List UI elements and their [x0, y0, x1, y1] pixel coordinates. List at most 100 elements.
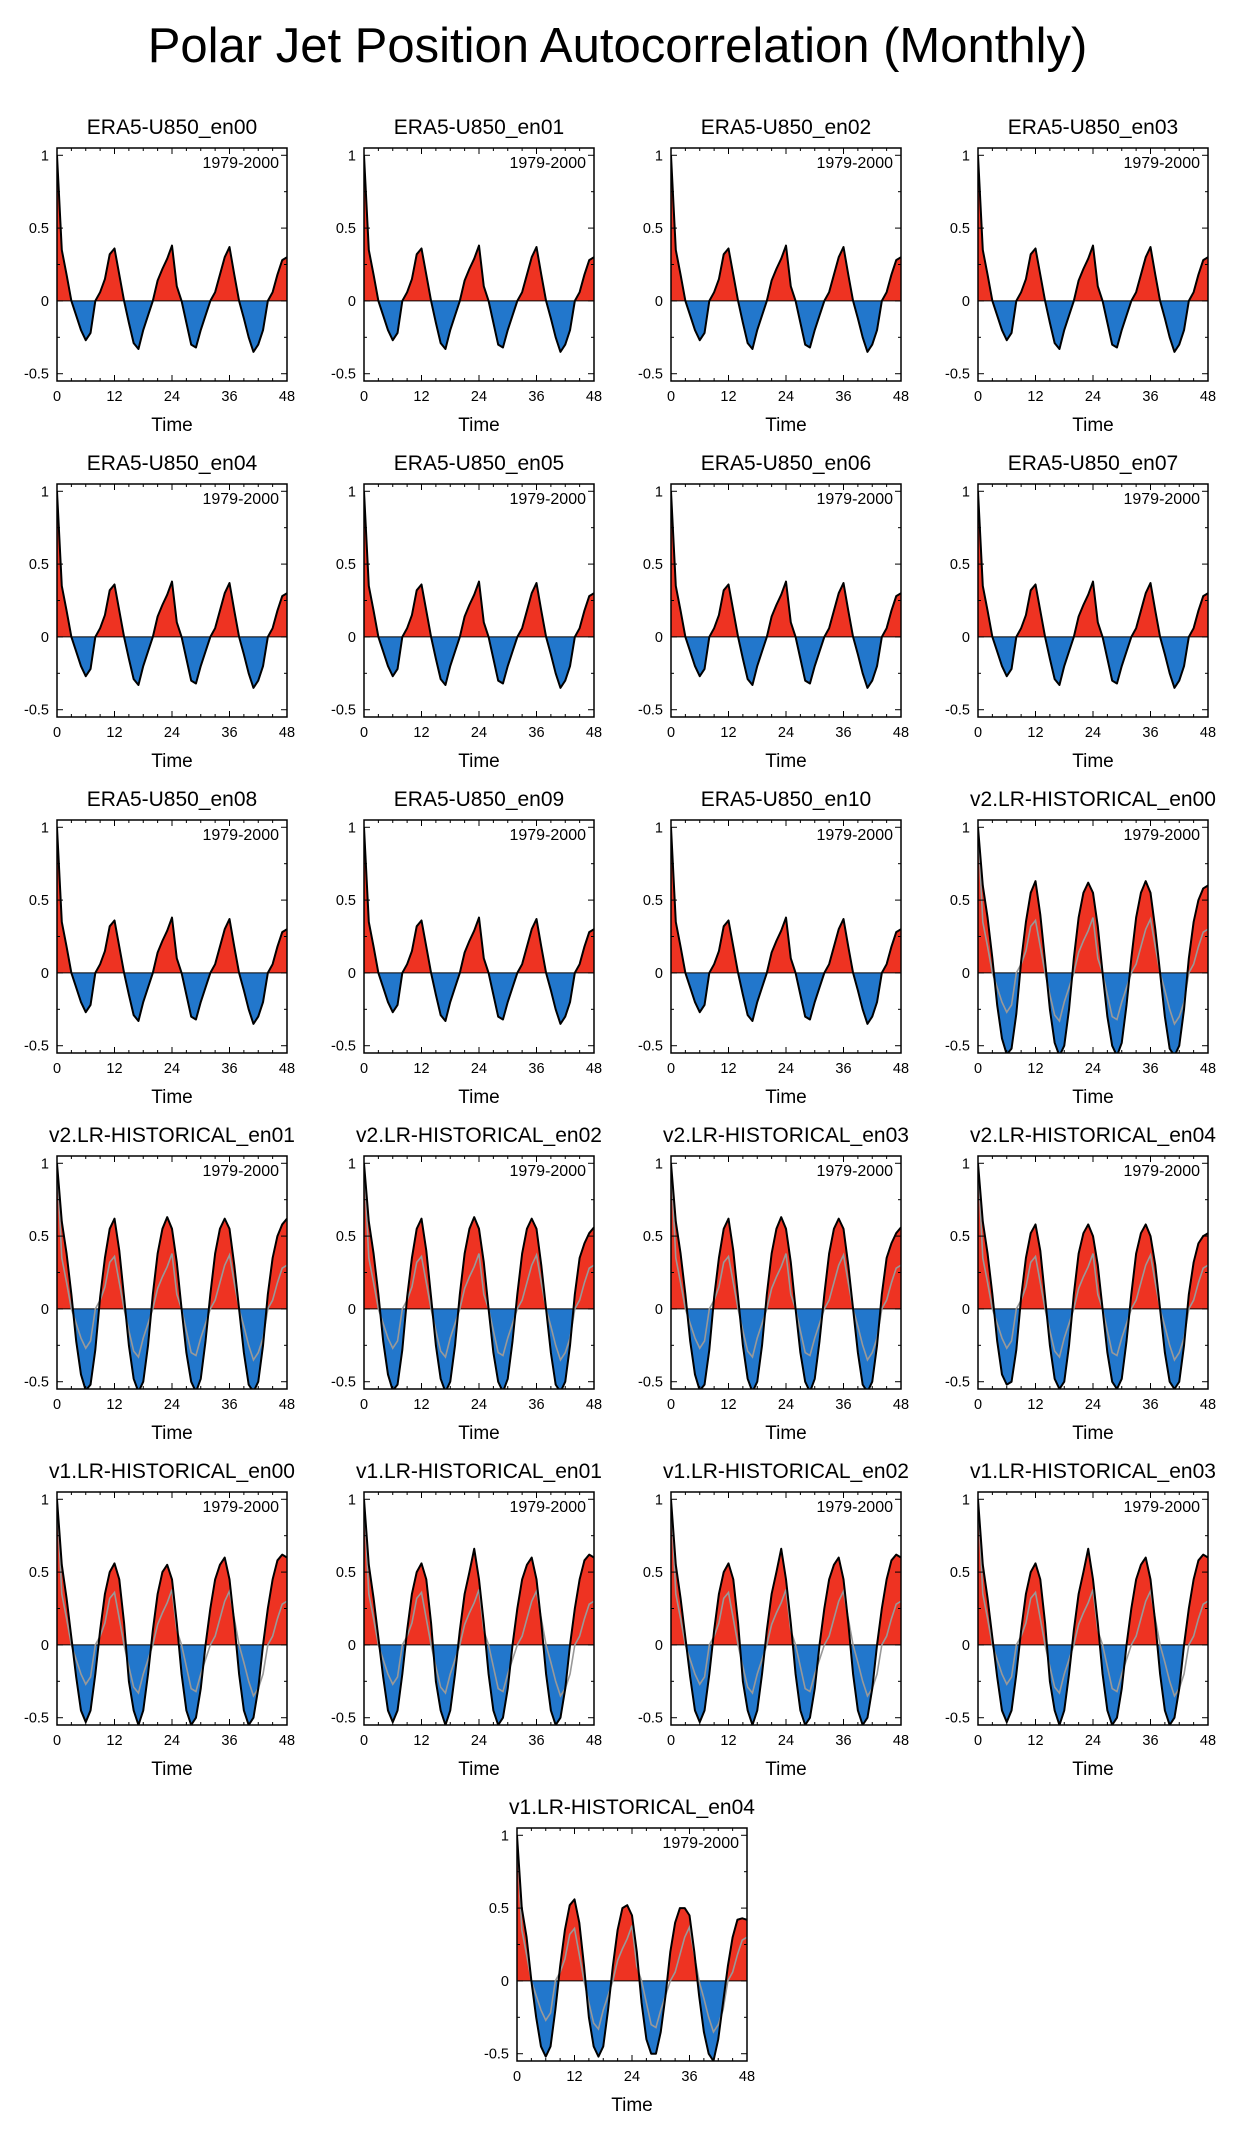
x-tick-label: 24: [778, 1397, 794, 1413]
x-tick-label: 12: [1027, 1061, 1043, 1077]
y-tick-label: 0: [348, 966, 356, 982]
y-tick-label: 0.5: [643, 221, 663, 237]
y-tick-label: 1: [962, 820, 970, 836]
series-line: [57, 1163, 287, 1389]
x-tick-label: 24: [471, 1733, 487, 1749]
positive-fill: [671, 1499, 901, 1645]
panel-title: v2.LR-HISTORICAL_en00: [970, 788, 1216, 811]
series-line: [364, 827, 594, 1025]
reference-line: [57, 1163, 287, 1362]
y-tick-label: 0: [962, 294, 970, 310]
x-tick-label: 48: [279, 1061, 295, 1077]
y-tick-label: -0.5: [945, 1375, 970, 1391]
x-axis-label: Time: [765, 415, 807, 436]
y-tick-label: -0.5: [24, 1711, 49, 1727]
y-tick-label: -0.5: [331, 1039, 356, 1055]
y-tick-label: 0.5: [336, 1229, 356, 1245]
panel-ERA5-U850_en01: 0 12 24 36 48-0.500.51ERA5-U850_en011979-200…: [331, 116, 602, 436]
x-tick-label: 36: [528, 725, 544, 741]
negative-fill: [378, 972, 575, 1024]
y-tick-label: -0.5: [638, 1375, 663, 1391]
x-axis-label: Time: [1072, 1759, 1114, 1780]
x-tick-label: 36: [528, 1733, 544, 1749]
series-line: [978, 491, 1208, 689]
x-tick-label: 36: [681, 2069, 697, 2085]
positive-fill: [57, 155, 287, 301]
x-axis-label: Time: [151, 751, 193, 772]
negative-fill: [685, 300, 882, 352]
reference-line: [671, 1499, 901, 1698]
y-tick-label: -0.5: [638, 703, 663, 719]
x-tick-label: 0: [53, 389, 61, 405]
y-tick-label: 1: [348, 1156, 356, 1172]
y-tick-label: -0.5: [638, 1711, 663, 1727]
x-axis-label: Time: [151, 1423, 193, 1444]
reference-line: [978, 1499, 1208, 1698]
x-tick-label: 48: [1200, 389, 1216, 405]
negative-fill: [992, 636, 1189, 688]
panel-title: ERA5-U850_en07: [1008, 452, 1178, 475]
negative-fill: [671, 1308, 901, 1389]
series-line: [57, 155, 287, 353]
negative-fill: [378, 300, 575, 352]
x-tick-label: 48: [893, 1061, 909, 1077]
x-tick-label: 36: [221, 389, 237, 405]
y-tick-label: 0: [348, 1302, 356, 1318]
panel-title: v2.LR-HISTORICAL_en03: [663, 1124, 909, 1147]
panel-title: ERA5-U850_en03: [1008, 116, 1178, 139]
series-line: [57, 491, 287, 689]
series-line: [671, 1499, 901, 1725]
x-tick-label: 0: [667, 1061, 675, 1077]
series-line: [671, 827, 901, 1025]
y-tick-label: 0.5: [29, 893, 49, 909]
panel-v2.LR-HISTORICAL_en01: 0 12 24 36 48-0.500.51v2.LR-HISTORICAL_en011…: [24, 1124, 295, 1444]
x-tick-label: 24: [471, 1397, 487, 1413]
y-tick-label: 0.5: [950, 1229, 970, 1245]
series-line: [671, 1163, 901, 1389]
panel-ERA5-U850_en05: 0 12 24 36 48-0.500.51ERA5-U850_en051979-200…: [331, 452, 602, 772]
y-tick-label: -0.5: [331, 367, 356, 383]
series-line: [57, 1499, 287, 1725]
series-line: [364, 1163, 594, 1389]
x-tick-label: 24: [1085, 1733, 1101, 1749]
x-tick-label: 12: [720, 1397, 736, 1413]
x-tick-label: 48: [893, 1397, 909, 1413]
y-tick-label: 1: [41, 1156, 49, 1172]
y-tick-label: -0.5: [945, 1711, 970, 1727]
x-tick-label: 0: [360, 1733, 368, 1749]
x-tick-label: 12: [1027, 725, 1043, 741]
x-tick-label: 48: [586, 389, 602, 405]
y-tick-label: 0.5: [643, 557, 663, 573]
x-axis-label: Time: [1072, 751, 1114, 772]
y-tick-label: 1: [41, 484, 49, 500]
x-tick-label: 0: [53, 1061, 61, 1077]
panel-v2.LR-HISTORICAL_en02: 0 12 24 36 48-0.500.51v2.LR-HISTORICAL_en021…: [331, 1124, 602, 1444]
series-line: [364, 1499, 594, 1725]
period-label: 1979-2000: [816, 1499, 893, 1516]
reference-line: [517, 1835, 747, 2034]
positive-fill: [364, 1499, 594, 1645]
y-tick-label: -0.5: [331, 703, 356, 719]
y-tick-label: -0.5: [945, 703, 970, 719]
x-tick-label: 12: [720, 389, 736, 405]
x-axis-label: Time: [458, 1087, 500, 1108]
x-tick-label: 24: [778, 1061, 794, 1077]
x-tick-label: 36: [221, 725, 237, 741]
x-axis-label: Time: [458, 415, 500, 436]
positive-fill: [364, 1163, 594, 1309]
panel-title: v2.LR-HISTORICAL_en04: [970, 1124, 1216, 1147]
x-tick-label: 24: [471, 725, 487, 741]
x-tick-label: 12: [413, 1397, 429, 1413]
y-tick-label: 1: [655, 1492, 663, 1508]
x-tick-label: 48: [893, 1733, 909, 1749]
negative-fill: [992, 300, 1189, 352]
x-tick-label: 0: [360, 725, 368, 741]
x-tick-label: 36: [528, 389, 544, 405]
x-tick-label: 12: [106, 1061, 122, 1077]
y-tick-label: 0.5: [29, 1229, 49, 1245]
y-tick-label: 0: [655, 966, 663, 982]
negative-fill: [993, 972, 1188, 1053]
x-tick-label: 48: [1200, 1733, 1216, 1749]
x-tick-label: 0: [360, 1397, 368, 1413]
